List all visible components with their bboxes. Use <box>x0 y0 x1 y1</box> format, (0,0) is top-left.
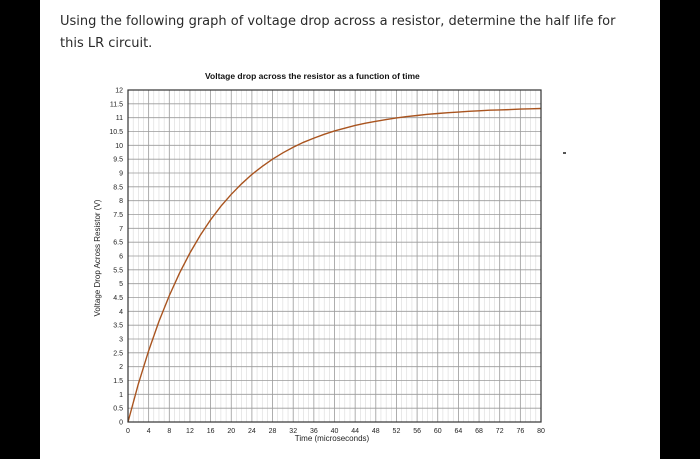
x-tick-labels: 0 4 8 12 16 20 24 28 32 36 40 44 48 52 56 60 64 68 72 76 80 <box>126 428 545 435</box>
y-tick-label: 7.5 <box>113 212 123 219</box>
y-tick-label: 0 <box>119 420 123 427</box>
y-axis-label: Voltage Drop Across Resistor (V) <box>93 199 102 316</box>
x-tick-label: 24 <box>248 428 256 435</box>
y-tick-label: 1.5 <box>113 378 123 385</box>
x-tick-label: 80 <box>537 428 545 435</box>
y-tick-label: 9.5 <box>113 157 123 164</box>
chart-title: Voltage drop across the resistor as a fu… <box>205 71 420 81</box>
x-tick-label: 32 <box>289 428 297 435</box>
x-axis-label: Time (microseconds) <box>295 434 370 443</box>
x-tick-label: 28 <box>269 428 277 435</box>
x-tick-label: 68 <box>475 428 483 435</box>
x-tick-label: 72 <box>496 428 504 435</box>
x-tick-label: 4 <box>147 428 151 435</box>
y-tick-label: 11 <box>116 115 123 122</box>
y-tick-label: 4 <box>119 309 123 316</box>
y-tick-label: 8.5 <box>113 184 123 191</box>
voltage-curve <box>127 107 542 423</box>
x-tick-label: 8 <box>167 428 171 435</box>
grid-lines <box>127 89 542 423</box>
x-tick-label: 56 <box>413 428 421 435</box>
x-tick-label: 20 <box>227 428 235 435</box>
x-tick-label: 48 <box>372 428 380 435</box>
y-tick-label: 5.5 <box>113 267 123 274</box>
y-tick-label: 5 <box>119 281 123 288</box>
y-tick-label: 2 <box>119 364 123 371</box>
stray-mark <box>563 152 566 154</box>
plot-border <box>127 89 542 423</box>
y-tick-label: 4.5 <box>113 295 123 302</box>
y-tick-label: 6.5 <box>113 240 123 247</box>
y-tick-label: 7 <box>119 226 123 233</box>
y-tick-label: 8 <box>119 198 123 205</box>
x-tick-label: 60 <box>434 428 442 435</box>
x-tick-label: 52 <box>393 428 401 435</box>
y-tick-label: 0.5 <box>113 406 123 413</box>
x-tick-label: 76 <box>516 428 524 435</box>
x-tick-label: 44 <box>351 428 359 435</box>
x-tick-label: 36 <box>310 428 318 435</box>
x-tick-label: 0 <box>126 428 130 435</box>
y-tick-label: 9 <box>119 171 123 178</box>
y-tick-label: 10 <box>115 143 123 150</box>
y-tick-labels: 00.511.522.533.544.555.566.577.588.599.5… <box>109 88 123 427</box>
y-tick-label: 12 <box>115 88 123 95</box>
y-tick-label: 6 <box>119 254 123 261</box>
y-tick-label: 3.5 <box>113 323 123 330</box>
y-tick-label: 11.5 <box>110 101 123 108</box>
x-tick-label: 64 <box>455 428 463 435</box>
plot-frame <box>127 89 542 423</box>
y-tick-label: 10.5 <box>109 129 123 136</box>
y-tick-label: 2.5 <box>113 350 123 357</box>
x-tick-label: 16 <box>207 428 215 435</box>
question-text: Using the following graph of voltage dro… <box>60 14 616 51</box>
x-tick-label: 40 <box>331 428 339 435</box>
curve-layer <box>127 107 542 423</box>
x-tick-label: 12 <box>186 428 194 435</box>
y-tick-label: 3 <box>119 337 123 344</box>
y-tick-label: 1 <box>119 392 123 399</box>
